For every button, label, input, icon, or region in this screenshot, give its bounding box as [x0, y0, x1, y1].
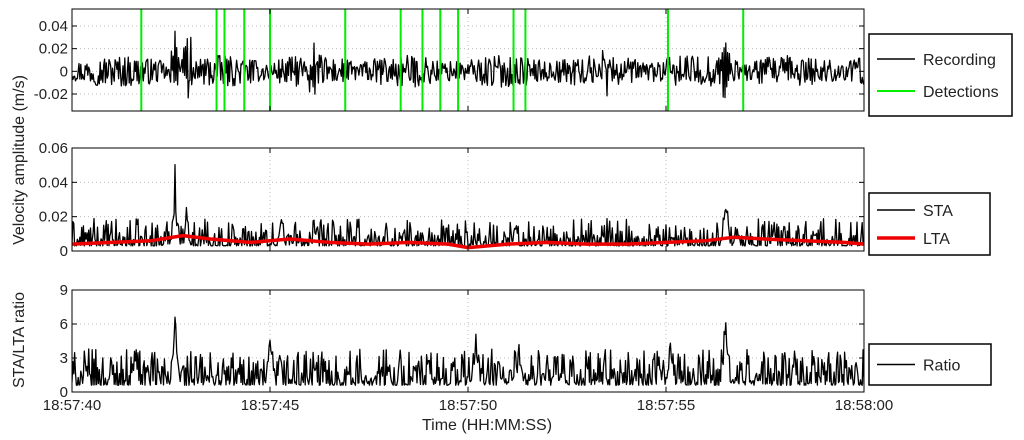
legend-ratio: Ratio — [868, 343, 992, 386]
legend-box — [868, 192, 991, 256]
y-tick-label: 0.04 — [39, 174, 68, 191]
x-tick-label: 18:57:40 — [43, 397, 101, 414]
y-axis-label-ratio: STA/LTA ratio — [11, 292, 28, 388]
y-tick-label: 0 — [60, 63, 68, 80]
series-line-ratio — [72, 316, 864, 386]
panel-ratio: 0 3 6 9 Ratio — [60, 282, 992, 401]
y-axis-label-velocity: Velocity amplitude (m/s) — [11, 75, 28, 245]
chart-panels: -0.02 0 0.02 0.04 Recording Detections 0 0.02 0.… — [34, 8, 1013, 414]
plot-content — [72, 316, 864, 386]
y-tick-label: 6 — [60, 316, 68, 333]
y-tick-label: 9 — [60, 282, 68, 299]
y-tick-label: 0.04 — [39, 18, 68, 35]
y-tick-label: 0.02 — [39, 209, 68, 226]
legend-label-lta: LTA — [923, 231, 950, 248]
x-tick-label: 18:58:00 — [835, 397, 893, 414]
series-line-sta — [72, 163, 864, 247]
panel-sta-lta: 0 0.02 0.04 0.06 STA LTA — [39, 140, 991, 260]
y-tick-label: 0 — [60, 243, 68, 260]
legend-label-sta: STA — [923, 203, 953, 220]
y-tick-label: 0 — [60, 384, 68, 401]
legend-label-ratio: Ratio — [923, 358, 960, 375]
x-tick-label: 18:57:50 — [439, 397, 497, 414]
legend-box — [868, 33, 1013, 117]
x-tick-label: 18:57:55 — [637, 397, 695, 414]
legend-sta-lta: STA LTA — [868, 192, 991, 256]
y-tick-label: 0.02 — [39, 41, 68, 58]
y-tick-label: -0.02 — [34, 86, 68, 103]
y-tick-label: 0.06 — [39, 140, 68, 157]
plot-content — [72, 9, 864, 111]
legend-label-detections: Detections — [923, 84, 999, 101]
legend-recording: Recording Detections — [868, 33, 1013, 117]
x-tick-label: 18:57:45 — [241, 397, 299, 414]
legend-label-recording: Recording — [923, 52, 996, 69]
panel-recording: -0.02 0 0.02 0.04 Recording Detections — [34, 8, 1013, 117]
x-axis-label: Time (HH:MM:SS) — [422, 417, 552, 434]
series-line-recording — [72, 30, 864, 99]
y-tick-label: 3 — [60, 350, 68, 367]
